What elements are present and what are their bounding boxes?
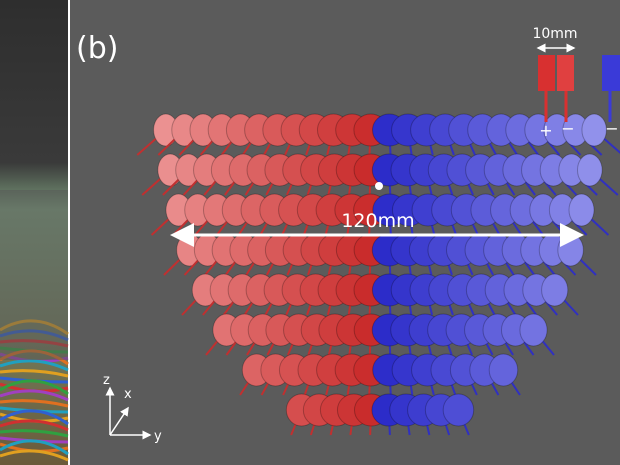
legend-red-magnet xyxy=(538,55,555,91)
wire xyxy=(0,369,69,378)
magnet xyxy=(576,153,603,187)
magnet xyxy=(557,233,584,267)
legend-size: 10mm xyxy=(532,26,577,42)
legend-red-magnet xyxy=(557,55,574,91)
wire xyxy=(0,359,69,372)
magnet xyxy=(541,273,569,307)
wire xyxy=(0,399,69,408)
magnet xyxy=(442,393,475,427)
legend-blue-magnet xyxy=(602,55,620,91)
axis-x-label: x xyxy=(124,387,132,402)
wire xyxy=(0,409,69,426)
wire xyxy=(0,429,69,438)
wire xyxy=(0,419,69,432)
wire xyxy=(0,439,69,456)
magnet xyxy=(581,113,607,147)
magnet xyxy=(519,313,548,347)
axis-z-label: z xyxy=(103,373,110,388)
magnet-array xyxy=(136,113,620,436)
legend-plus: + xyxy=(539,121,552,140)
render-panel xyxy=(70,0,620,465)
magnet xyxy=(568,193,595,227)
magnet xyxy=(488,353,519,387)
axis-y-label: y xyxy=(154,429,162,444)
wire xyxy=(0,379,69,396)
legend-minus: − xyxy=(605,119,618,138)
legend-minus: − xyxy=(561,119,574,138)
dimension-label: 120mm xyxy=(341,210,414,232)
photo-device xyxy=(0,190,68,360)
wire xyxy=(0,389,69,402)
panel-label: (b) xyxy=(76,31,118,66)
center-dot xyxy=(375,182,383,190)
axis-x xyxy=(109,406,129,436)
wire xyxy=(0,449,69,462)
